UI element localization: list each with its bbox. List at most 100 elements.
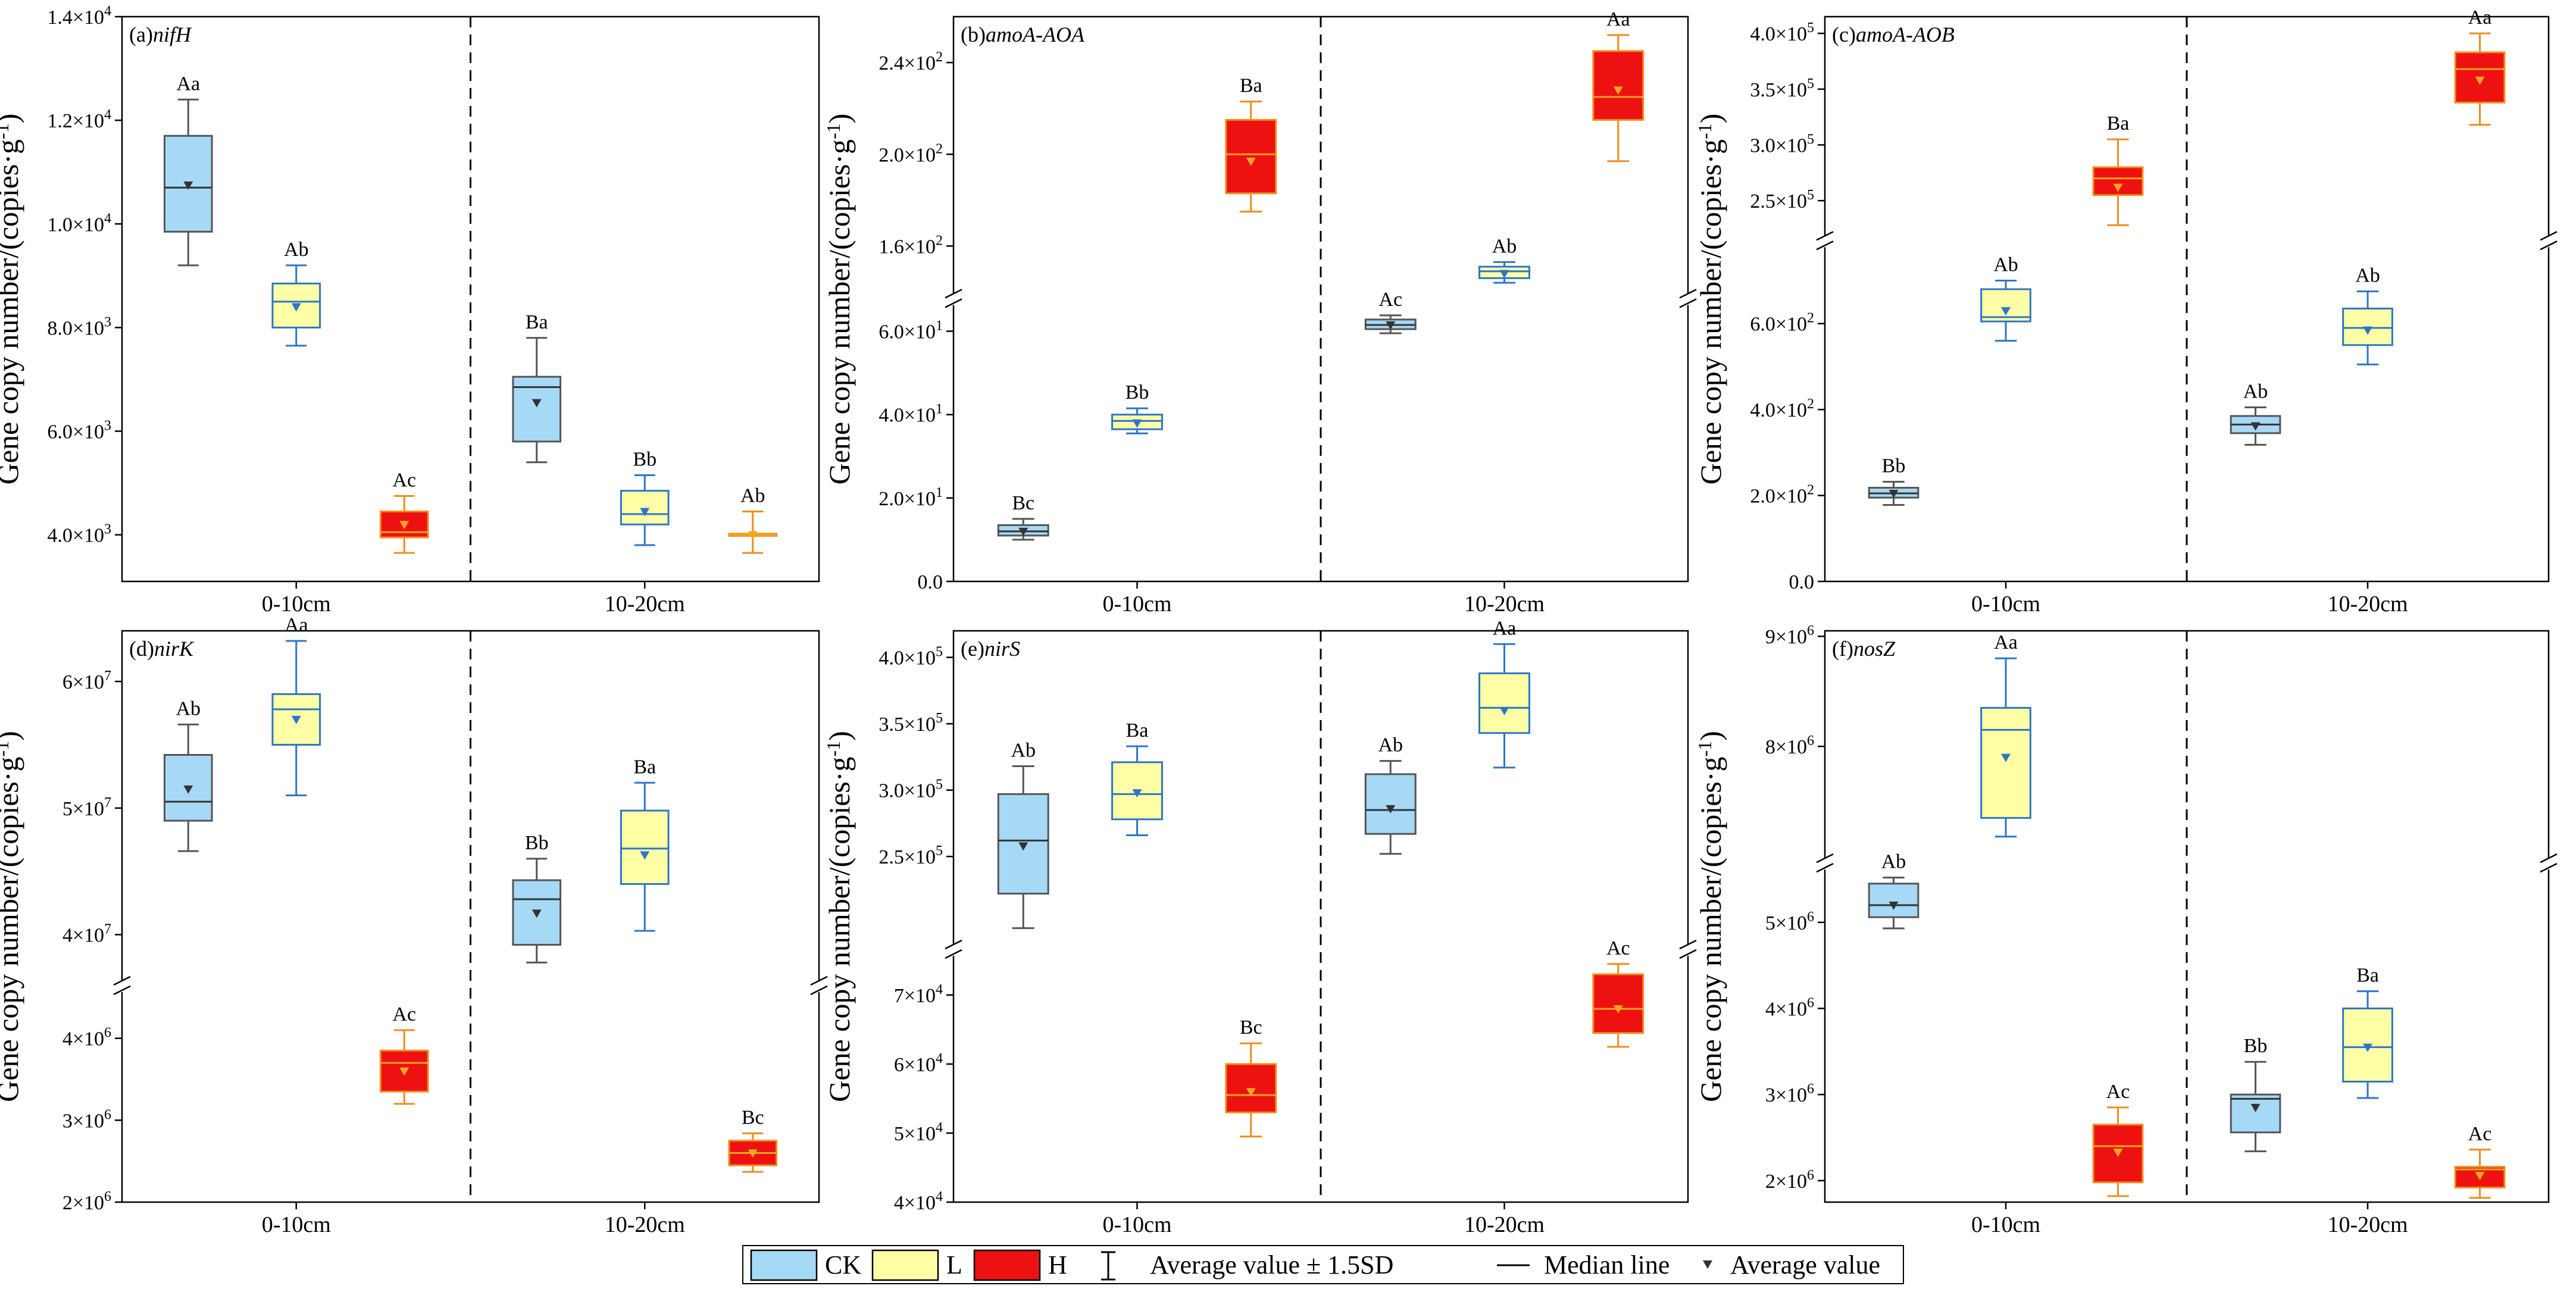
significance-label: Ab [1378, 734, 1403, 756]
y-tick-label: 3.5×105 [1750, 76, 1814, 101]
y-tick-label: 1.6×102 [879, 233, 943, 258]
significance-label: Aa [2468, 7, 2492, 29]
y-tick-label: 4×106 [62, 1025, 111, 1050]
y-tick-label: 6×107 [62, 668, 111, 693]
plot-frame [121, 15, 820, 583]
box-iqr [163, 134, 213, 233]
y-tick-label: 3×106 [62, 1107, 111, 1132]
y-tick-label: 3.0×105 [1750, 132, 1814, 157]
mean-marker [640, 508, 650, 517]
y-tick-label: 7×104 [894, 982, 943, 1007]
mean-marker [1613, 86, 1623, 95]
y-tick-label: 6.0×101 [879, 318, 943, 343]
significance-label: Aa [1994, 631, 2018, 653]
mean-marker [1499, 706, 1509, 715]
box-L: Aa [1980, 631, 2031, 838]
y-tick-label: 3.0×105 [879, 777, 943, 802]
y-axis-label: Gene copy number/(copies·g-1) [823, 114, 856, 485]
box-CK: Ab [997, 740, 1049, 930]
significance-label: Ba [2107, 112, 2130, 134]
significance-label: Ac [2106, 1081, 2130, 1103]
box-L: Ab [1478, 235, 1530, 284]
y-tick-label: 6.0×103 [47, 418, 111, 443]
y-tick-label: 8.0×103 [47, 314, 111, 339]
legend-mean-icon [1703, 1260, 1712, 1269]
box-CK: Aa [163, 73, 213, 267]
significance-label: Ab [1011, 740, 1036, 762]
y-tick-label: 2.0×102 [1750, 483, 1814, 508]
panel-nifH: 4.0×103 6.0×103 8.0×103 1.0×104 1.2×104 1.4×1… [0, 4, 820, 617]
y-tick-label: 4.0×103 [47, 522, 111, 547]
significance-label: Ab [176, 697, 201, 719]
box-iqr [1592, 973, 1645, 1034]
legend-label-CK: CK [825, 1250, 861, 1280]
y-axis-label: Gene copy number/(copies·g-1) [0, 731, 24, 1102]
box-H: Ba [2092, 112, 2144, 226]
significance-label: Ba [633, 756, 656, 778]
axis-break-mark [1816, 862, 1834, 873]
axis-break-mark [2540, 853, 2558, 864]
mean-marker [2363, 1043, 2372, 1052]
legend-mean-label: Average value [1730, 1250, 1880, 1280]
mean-marker [2001, 753, 2011, 762]
mean-marker [2475, 1172, 2485, 1181]
y-tick-label: 4×107 [62, 922, 111, 947]
mean-marker [183, 181, 193, 190]
y-tick-label: 2.0×101 [879, 485, 943, 510]
significance-label: Aa [1606, 8, 1630, 30]
box-CK: Ab [2230, 381, 2281, 446]
box-H: Ac [2454, 1123, 2506, 1199]
box-iqr [1980, 706, 2031, 819]
axis-break-mark [2540, 231, 2558, 241]
plot-frame [1824, 15, 2550, 583]
significance-label: Ba [526, 311, 548, 333]
axis-break-mark [810, 985, 828, 996]
axis-break-mark [113, 985, 131, 996]
mean-marker [2475, 76, 2485, 85]
mean-marker [2113, 1149, 2123, 1158]
significance-label: Ab [1881, 851, 1906, 873]
box-H: Ac [2092, 1081, 2144, 1197]
y-tick-label: 2×106 [62, 1189, 111, 1214]
panel-title: (d)nirK [129, 637, 195, 661]
axis-break-mark [1679, 940, 1697, 950]
y-axis-label: Gene copy number/(copies·g-1) [1694, 731, 1727, 1102]
significance-label: Ab [740, 484, 765, 506]
box-L: Ab [271, 239, 321, 347]
significance-label: Ac [392, 469, 416, 491]
significance-label: Bb [1126, 381, 1149, 403]
y-tick-label: 6.0×102 [1750, 311, 1814, 336]
box-L: Ab [2342, 265, 2393, 365]
y-tick-label: 1.2×104 [47, 107, 111, 132]
x-tick-label: 0-10cm [1102, 592, 1171, 617]
y-tick-label: 5×107 [62, 795, 111, 820]
box-H: Ac [379, 1003, 429, 1105]
box-CK: Ab [1868, 851, 1920, 930]
mean-marker [1018, 842, 1028, 851]
panel-amoA-AOA: 0.0 2.0×101 4.0×101 6.0×101 1.6×102 2.0×102 2.… [823, 8, 1697, 617]
box-iqr [1868, 883, 1920, 918]
panel-title: (b)amoA-AOA [961, 23, 1085, 46]
significance-label: Ac [392, 1003, 416, 1025]
axis-break-mark [1679, 298, 1697, 308]
box-L: Aa [271, 614, 321, 797]
mean-marker [1613, 1005, 1623, 1014]
panel-title: (f)nosZ [1832, 637, 1896, 661]
y-tick-label: 4.0×101 [879, 402, 943, 427]
panel-title: (c)amoA-AOB [1832, 23, 1955, 46]
x-tick-label: 0-10cm [262, 1212, 331, 1237]
legend-swatch-H [973, 1249, 1041, 1281]
box-H: Ba [1225, 75, 1277, 213]
significance-label: Aa [1493, 617, 1517, 639]
panel-nosZ: 2×106 3×106 4×106 5×106 8×106 9×106 0-10cm 10-2… [1694, 623, 2558, 1237]
box-CK: Ac [1364, 289, 1417, 334]
box-H: Ac [379, 469, 429, 554]
axis-break-mark [2540, 240, 2558, 251]
significance-label: Bc [1240, 1016, 1262, 1038]
box-iqr [1364, 773, 1417, 835]
box-CK: Ba [512, 311, 562, 464]
y-tick-label: 3×106 [1765, 1081, 1814, 1106]
box-iqr [1592, 50, 1645, 121]
box-H: Bc [728, 1106, 778, 1173]
axis-break-mark [113, 975, 131, 986]
